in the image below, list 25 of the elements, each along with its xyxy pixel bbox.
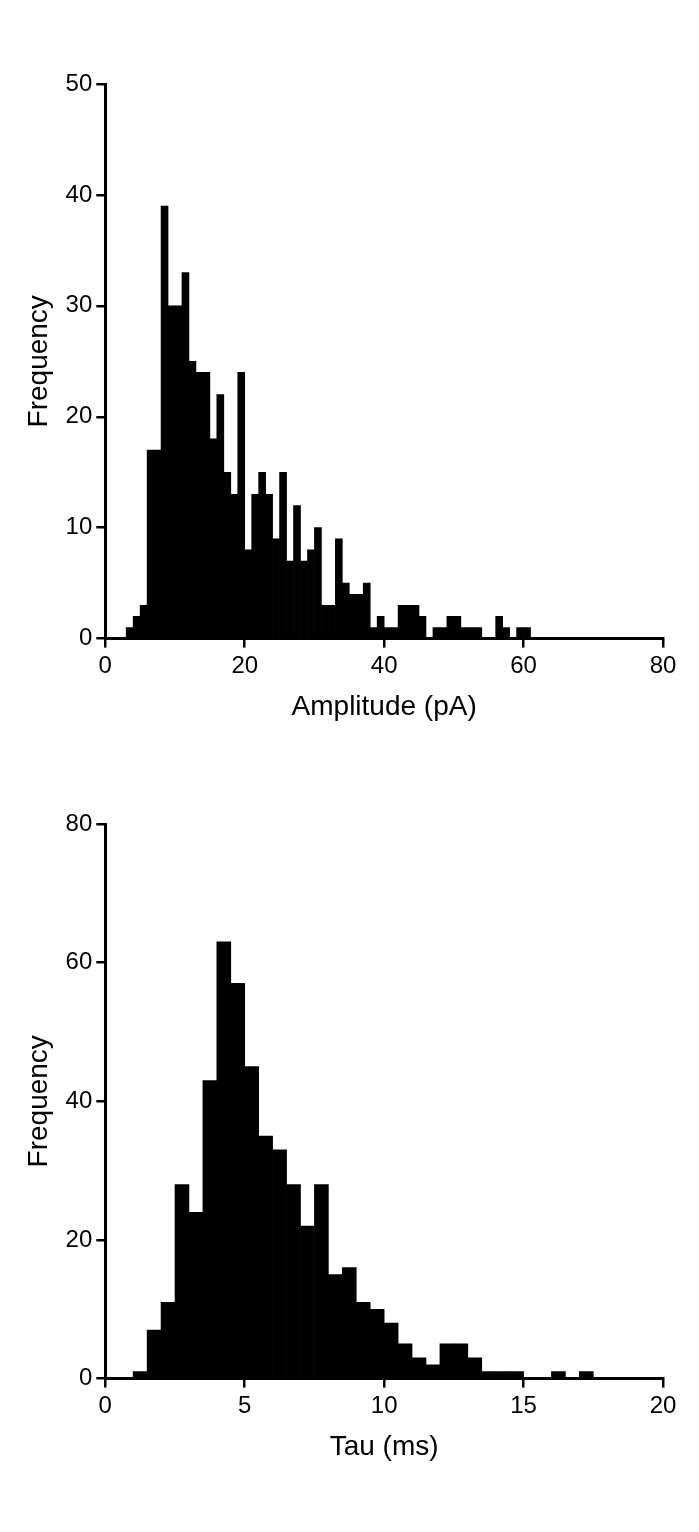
x-tick-label: 20	[231, 650, 259, 678]
y-tick-label: 50	[65, 68, 93, 96]
x-axis-title: Tau (ms)	[329, 1429, 439, 1461]
x-tick-label: 10	[370, 1390, 398, 1418]
y-tick-label: 10	[65, 512, 93, 540]
x-tick-label: 5	[238, 1390, 252, 1418]
x-tick-label: 60	[510, 650, 537, 678]
y-tick-label: 80	[65, 808, 93, 836]
y-tick-label: 20	[65, 401, 93, 429]
x-axis-title: Amplitude (pA)	[291, 689, 477, 721]
y-tick-label: 40	[65, 1085, 93, 1113]
x-tick-label: 40	[370, 650, 398, 678]
y-tick-label: 20	[65, 1224, 93, 1252]
y-tick-label: 0	[78, 623, 93, 651]
x-tick-label: 80	[649, 650, 677, 678]
y-axis-title: Frequency	[21, 1035, 53, 1168]
x-tick-label: 20	[649, 1390, 677, 1418]
y-tick-label: 60	[65, 947, 93, 975]
x-tick-label: 0	[98, 650, 112, 678]
y-axis-title: Frequency	[21, 295, 53, 428]
x-tick-label: 0	[98, 1390, 112, 1418]
y-tick-label: 30	[65, 290, 93, 318]
y-tick-label: 40	[65, 179, 93, 207]
y-tick-label: 0	[78, 1363, 93, 1391]
x-tick-label: 15	[510, 1390, 537, 1418]
